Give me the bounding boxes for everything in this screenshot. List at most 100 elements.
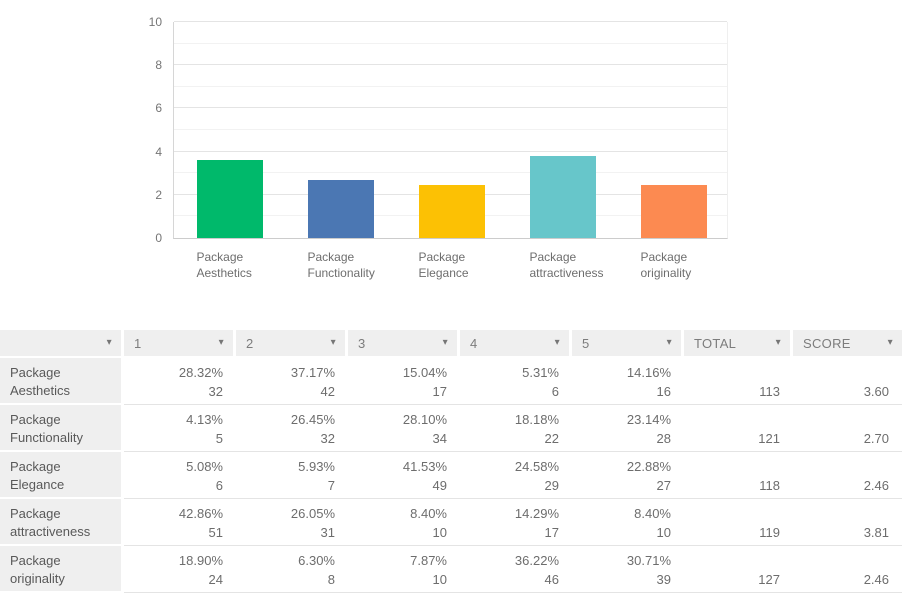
y-axis-tick-label: 8 [155,58,162,73]
percentage-value: 18.90% [178,553,223,568]
rating-cell: 5.31% 6 [460,358,572,405]
rating-cell: 6.30% 8 [236,546,348,593]
count-value: 119 [759,525,780,540]
rating-cell: 8.40% 10 [572,499,684,546]
percentage-value: 30.71% [626,553,671,568]
column-header-2: 2 ▾ [236,330,348,358]
percentage-value: 4.13% [186,412,223,427]
percentage-value: 8.40% [634,506,671,521]
column-header-total: TOTAL ▾ [684,330,793,358]
percentage-value: 37.17% [290,365,335,380]
count-value: 7 [327,478,335,493]
percentage-value: 18.18% [514,412,559,427]
rating-cell: 41.53% 49 [348,452,460,499]
total-cell: 113 [684,358,793,405]
percentage-value: 5.31% [522,365,559,380]
count-value: 17 [544,525,559,540]
count-value: 10 [432,525,447,540]
total-cell: 127 [684,546,793,593]
filter-dropdown-icon[interactable]: ▾ [554,337,560,348]
percentage-value [793,551,889,570]
filter-dropdown-icon[interactable]: ▾ [442,337,448,348]
grid-line [174,150,727,152]
rating-cell: 4.13% 5 [124,405,236,452]
rating-cell: 37.17% 42 [236,358,348,405]
column-header-label: 2 [246,335,254,351]
total-cell: 118 [684,452,793,499]
count-value: 2.46 [863,572,889,587]
filter-dropdown-icon[interactable]: ▾ [330,337,336,348]
y-axis-tick-label: 10 [148,15,162,29]
rating-cell: 5.08% 6 [124,452,236,499]
percentage-value: 5.08% [186,459,223,474]
filter-dropdown-icon[interactable]: ▾ [775,337,781,348]
count-value: 28 [656,431,671,446]
total-cell: 121 [684,405,793,452]
percentage-value [684,410,780,429]
rating-cell: 14.29% 17 [460,499,572,546]
chart-bar [307,179,374,238]
grid-line [174,42,727,44]
row-label-cell: Package Functionality [0,405,124,452]
count-value: 34 [432,431,447,446]
count-value: 46 [544,572,559,587]
rating-cell: 23.14% 28 [572,405,684,452]
score-cell: 3.81 [793,499,902,546]
grid-line [174,64,727,66]
column-header-label: 4 [470,335,478,351]
filter-dropdown-icon[interactable]: ▾ [218,337,224,348]
chart-bar [196,160,263,238]
count-value: 118 [759,478,780,493]
y-axis-tick-label: 6 [155,101,162,116]
grid-line [174,85,727,87]
row-label-cell: Package attractiveness [0,499,124,546]
percentage-value: 14.16% [626,365,671,380]
x-axis-category-label: Package Elegance [418,250,469,281]
grid-line [174,107,727,109]
x-axis-category-label: Package originality [640,250,692,281]
column-header-label: TOTAL [694,335,737,351]
percentage-value: 5.93% [298,459,335,474]
percentage-value [684,504,780,523]
column-header-label: 1 [134,335,142,351]
column-header-3: 3 ▾ [348,330,460,358]
percentage-value: 36.22% [514,553,559,568]
row-label-cell: Package Elegance [0,452,124,499]
filter-dropdown-icon[interactable]: ▾ [666,337,672,348]
percentage-value: 14.29% [514,506,559,521]
count-value: 16 [656,384,671,399]
column-header-label: 3 [358,335,366,351]
percentage-value: 22.88% [626,459,671,474]
x-axis-category-label: Package attractiveness [529,250,604,281]
y-axis-tick-label: 4 [155,144,162,159]
rating-cell: 14.16% 16 [572,358,684,405]
count-value: 27 [656,478,671,493]
count-value: 3.81 [863,525,889,540]
grid-line [174,21,727,22]
percentage-value [684,551,780,570]
count-value: 51 [208,525,223,540]
percentage-value [684,363,780,382]
count-value: 113 [759,384,780,399]
score-cell: 3.60 [793,358,902,405]
count-value: 10 [656,525,671,540]
plot-area [173,21,728,239]
x-axis-category-label: Package Functionality [307,250,375,281]
rating-cell: 26.45% 32 [236,405,348,452]
column-header-score: SCORE ▾ [793,330,902,358]
column-header-1: 1 ▾ [124,330,236,358]
rating-cell: 30.71% 39 [572,546,684,593]
count-value: 29 [544,478,559,493]
count-value: 3.60 [863,384,889,399]
rating-cell: 22.88% 27 [572,452,684,499]
count-value: 39 [656,572,671,587]
count-value: 49 [432,478,447,493]
filter-dropdown-icon[interactable]: ▾ [106,337,112,348]
count-value: 22 [544,431,559,446]
percentage-value [793,363,889,382]
count-value: 127 [758,572,780,587]
filter-dropdown-icon[interactable]: ▾ [887,337,893,348]
rating-cell: 7.87% 10 [348,546,460,593]
percentage-value: 6.30% [298,553,335,568]
count-value: 17 [432,384,447,399]
